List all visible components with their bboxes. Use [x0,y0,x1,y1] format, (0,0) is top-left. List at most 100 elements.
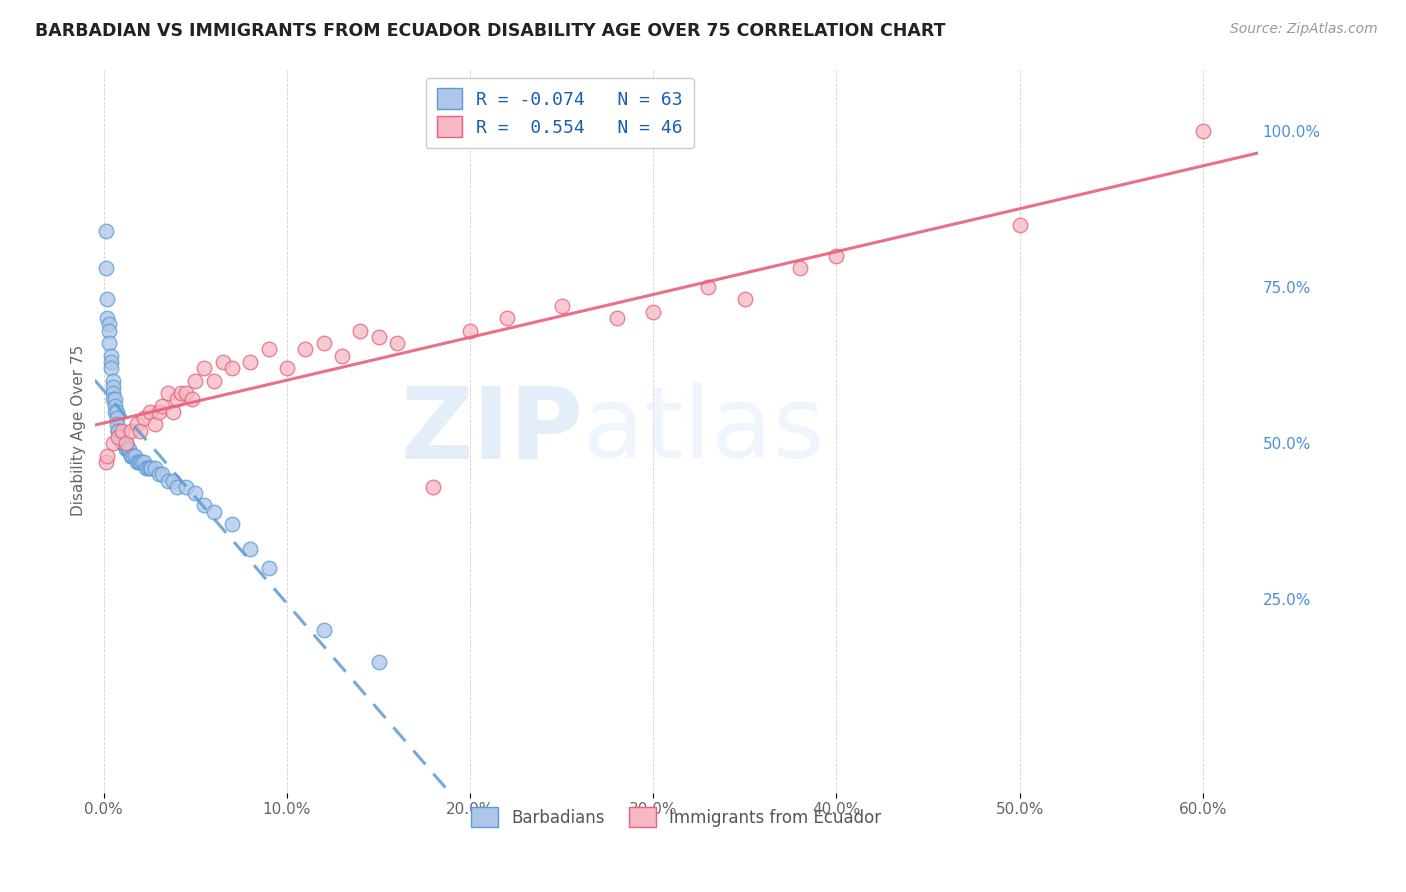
Point [138,405,160,419]
Point [156,474,179,488]
Point [100,355,122,369]
Point [276,361,298,376]
Point [143,417,166,432]
Point [111,430,134,444]
Point [734,293,756,307]
Point [101,436,124,450]
Point [312,624,335,638]
Point [122,449,145,463]
Point [114,436,136,450]
Point [111,424,134,438]
Point [98,324,121,338]
Point [156,386,179,401]
Point [1008,218,1031,232]
Point [120,449,142,463]
Text: Source: ZipAtlas.com: Source: ZipAtlas.com [1230,22,1378,37]
Point [202,505,225,519]
Point [257,561,280,575]
Point [422,480,444,494]
Point [105,411,128,425]
Point [94,261,117,276]
Point [101,386,124,401]
Point [96,311,118,326]
Point [239,542,262,557]
Point [125,455,148,469]
Point [105,417,128,432]
Point [117,442,139,457]
Point [131,455,153,469]
Point [141,461,163,475]
Point [124,449,146,463]
Point [150,399,173,413]
Point [148,405,170,419]
Point [330,349,353,363]
Point [135,461,157,475]
Point [96,293,118,307]
Point [120,449,142,463]
Point [110,430,132,444]
Point [551,299,574,313]
Point [162,474,184,488]
Point [606,311,628,326]
Point [239,355,262,369]
Point [312,336,335,351]
Point [104,399,127,413]
Point [150,467,173,482]
Point [100,349,122,363]
Point [166,480,188,494]
Point [789,261,811,276]
Point [385,336,408,351]
Point [114,436,136,450]
Point [104,405,127,419]
Point [166,392,188,407]
Point [107,430,129,444]
Point [138,461,160,475]
Point [98,318,121,332]
Point [101,374,124,388]
Point [107,424,129,438]
Point [105,405,128,419]
Point [125,417,148,432]
Point [193,361,215,376]
Point [94,224,117,238]
Point [136,461,159,475]
Point [367,655,389,669]
Point [100,361,122,376]
Point [257,343,280,357]
Point [1192,124,1215,138]
Text: BARBADIAN VS IMMIGRANTS FROM ECUADOR DISABILITY AGE OVER 75 CORRELATION CHART: BARBADIAN VS IMMIGRANTS FROM ECUADOR DIS… [35,22,946,40]
Point [112,436,135,450]
Point [174,386,197,401]
Point [294,343,316,357]
Point [132,411,155,425]
Point [202,374,225,388]
Point [367,330,389,344]
Point [94,455,117,469]
Point [162,405,184,419]
Point [129,455,152,469]
Point [101,392,124,407]
Point [96,449,118,463]
Point [107,424,129,438]
Point [110,430,132,444]
Point [193,499,215,513]
Point [349,324,371,338]
Point [129,424,152,438]
Point [112,436,135,450]
Legend: Barbadians, Immigrants from Ecuador: Barbadians, Immigrants from Ecuador [463,799,890,835]
Point [117,442,139,457]
Point [697,280,720,294]
Text: atlas: atlas [583,382,825,479]
Point [211,355,233,369]
Point [114,442,136,457]
Y-axis label: Disability Age Over 75: Disability Age Over 75 [72,345,86,516]
Point [221,361,243,376]
Point [170,386,193,401]
Point [174,480,197,494]
Point [111,436,134,450]
Point [132,455,155,469]
Point [111,436,134,450]
Point [101,380,124,394]
Point [458,324,481,338]
Point [107,424,129,438]
